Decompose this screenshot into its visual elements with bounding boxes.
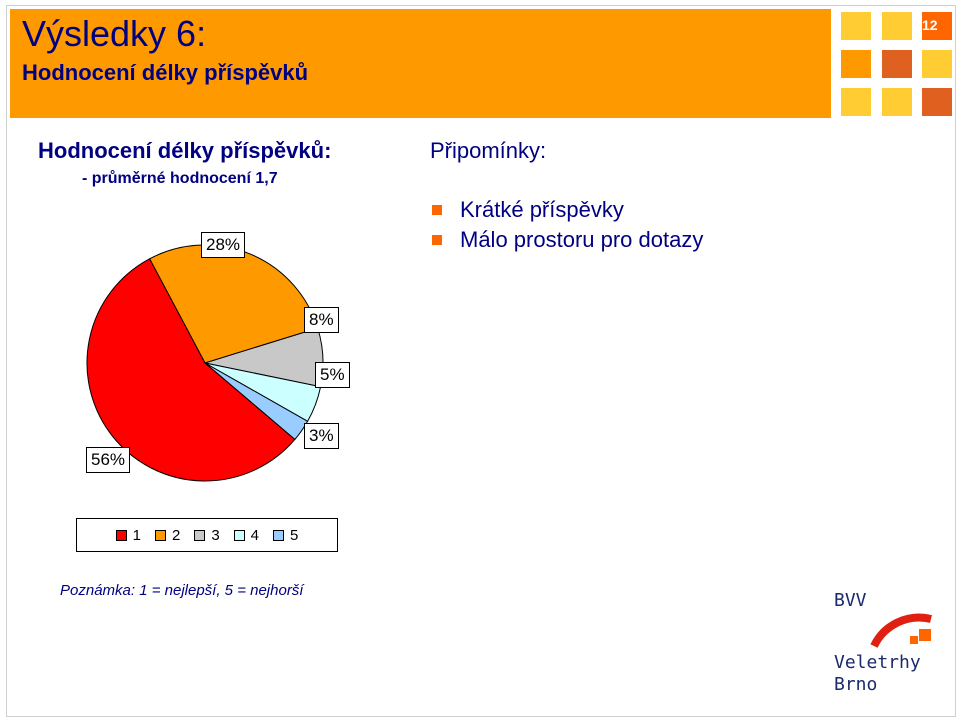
logo-line-3: Brno — [834, 674, 878, 695]
slide-title: Výsledky 6: — [22, 13, 207, 54]
slice-label-2: 28% — [201, 232, 246, 258]
list-item: Krátké příspěvky — [432, 195, 703, 225]
deco-square — [841, 12, 871, 40]
legend-swatch — [233, 529, 245, 541]
slide-frame — [6, 5, 956, 717]
deco-square — [841, 88, 871, 116]
legend-item: 2 — [154, 526, 181, 544]
comments-heading: Připomínky: — [430, 138, 547, 163]
legend-label: 5 — [290, 526, 299, 544]
list-item: Málo prostoru pro dotazy — [432, 225, 703, 255]
deco-square — [922, 50, 952, 78]
legend-swatch — [154, 529, 166, 541]
slide-number-box — [922, 12, 952, 40]
legend-item: 4 — [233, 526, 260, 544]
legend-swatch — [115, 529, 127, 541]
legend-label: 3 — [211, 526, 220, 544]
deco-square — [922, 88, 952, 116]
chart-legend: 1 2 3 4 5 — [76, 518, 338, 552]
legend-label: 2 — [171, 526, 181, 544]
legend-item: 1 — [115, 526, 141, 544]
average-rating: - průměrné hodnocení 1,7 — [82, 170, 278, 187]
logo-arc-icon — [870, 613, 932, 648]
footnote: Poznámka: 1 = nejlepší, 5 = nejhorší — [60, 582, 304, 599]
legend-swatch — [194, 529, 206, 541]
slice-label-1: 56% — [86, 447, 131, 473]
deco-square — [882, 12, 912, 40]
logo-line-1: BVV — [834, 590, 867, 611]
slice-label-4: 5% — [315, 362, 350, 388]
bullet-icon — [432, 205, 442, 215]
bullet-icon — [432, 235, 442, 245]
deco-square — [882, 50, 912, 78]
deco-square — [841, 50, 871, 78]
comment-text: Málo prostoru pro dotazy — [460, 227, 704, 252]
comments-list: Krátké příspěvky Málo prostoru pro dotaz… — [432, 195, 703, 255]
header-bar — [10, 9, 831, 118]
bvv-logo: BVV Veletrhy Brno — [826, 584, 936, 696]
comment-text: Krátké příspěvky — [460, 197, 624, 222]
legend-item: 5 — [273, 527, 298, 544]
legend-label: 1 — [132, 526, 141, 544]
logo-line-2: Veletrhy — [834, 652, 921, 673]
slice-label-5: 3% — [304, 423, 339, 449]
deco-square — [882, 88, 912, 116]
chart-heading: Hodnocení délky příspěvků: — [38, 138, 332, 163]
slide-subtitle: Hodnocení délky příspěvků — [22, 60, 309, 85]
legend-swatch — [273, 529, 285, 541]
slide-number: 12 — [922, 17, 938, 33]
legend-label: 4 — [250, 526, 260, 544]
legend-item: 3 — [194, 526, 220, 544]
slice-label-3: 8% — [304, 307, 339, 333]
pie-slice-1 — [86, 258, 296, 482]
